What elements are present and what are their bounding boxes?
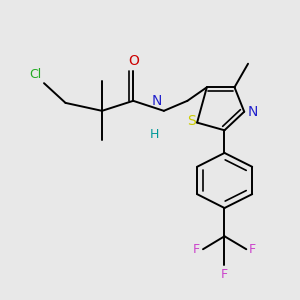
Text: S: S [187, 114, 196, 128]
Text: F: F [193, 243, 200, 256]
Text: N: N [248, 105, 258, 119]
Text: F: F [221, 268, 228, 281]
Text: F: F [249, 243, 256, 256]
Text: O: O [128, 54, 139, 68]
Text: H: H [150, 128, 159, 141]
Text: Cl: Cl [29, 68, 42, 81]
Text: N: N [152, 94, 162, 108]
